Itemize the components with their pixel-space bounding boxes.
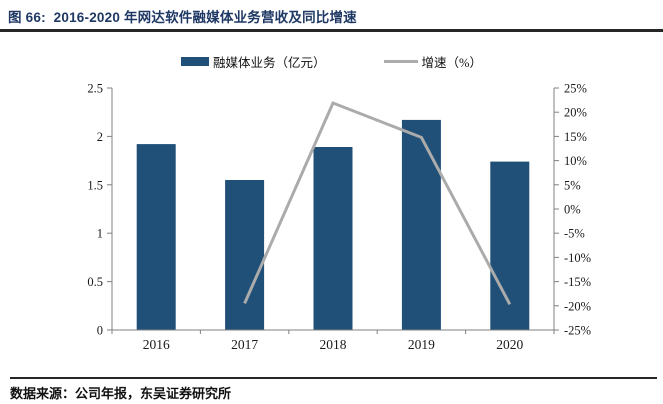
x-axis-category-label: 2017: [231, 337, 258, 352]
x-axis-category-label: 2016: [143, 337, 170, 352]
bar-2019: [401, 119, 441, 331]
right-axis-tick-label: 10%: [564, 154, 587, 168]
right-axis-tick-label: -25%: [564, 324, 591, 338]
right-axis-tick-label: -15%: [564, 275, 591, 289]
line-series-swatch: [383, 60, 418, 63]
bar-2018: [313, 147, 353, 330]
source-divider-rule: [10, 377, 657, 379]
bar-2020: [490, 161, 530, 330]
left-axis-tick-label: 0.5: [87, 275, 103, 289]
data-source-note: 数据来源：公司年报，东吴证券研究所: [10, 386, 232, 401]
right-axis-tick-label: -10%: [564, 251, 591, 265]
line-series-label: 增速（%）: [421, 56, 482, 70]
right-axis-tick-label: -5%: [564, 227, 585, 241]
x-axis-category-label: 2018: [320, 337, 347, 352]
x-axis-category-label: 2020: [496, 337, 523, 352]
title-divider-rule: [0, 29, 663, 32]
x-axis-category-label: 2019: [408, 337, 435, 352]
bar-series-swatch: [181, 57, 210, 66]
left-axis-tick-label: 0: [97, 324, 103, 338]
bar-2016: [136, 144, 176, 330]
right-axis-tick-label: 0%: [564, 203, 581, 217]
bar-series-label: 融媒体业务（亿元）: [213, 56, 326, 70]
right-axis-tick-label: 20%: [564, 106, 587, 120]
legend-item-line-series: 增速（%）: [383, 52, 482, 71]
figure-title: 图 66: 2016-2020 年网达软件融媒体业务营收及同比增速: [8, 10, 357, 25]
right-axis-tick-label: 5%: [564, 178, 581, 192]
right-axis-tick-label: 25%: [564, 82, 587, 96]
left-axis-tick-label: 2: [97, 130, 103, 144]
left-axis-tick-label: 1: [97, 227, 103, 241]
legend-item-bar-series: 融媒体业务（亿元）: [181, 52, 326, 71]
growth-line: [243, 101, 512, 306]
bar-2017: [225, 180, 265, 330]
left-axis-tick-label: 1.5: [87, 178, 103, 192]
left-axis-tick-label: 2.5: [87, 82, 103, 96]
right-axis-tick-label: 15%: [564, 130, 587, 144]
right-axis-tick-label: -20%: [564, 299, 591, 313]
chart-legend: 融媒体业务（亿元） 增速（%）: [0, 52, 663, 71]
